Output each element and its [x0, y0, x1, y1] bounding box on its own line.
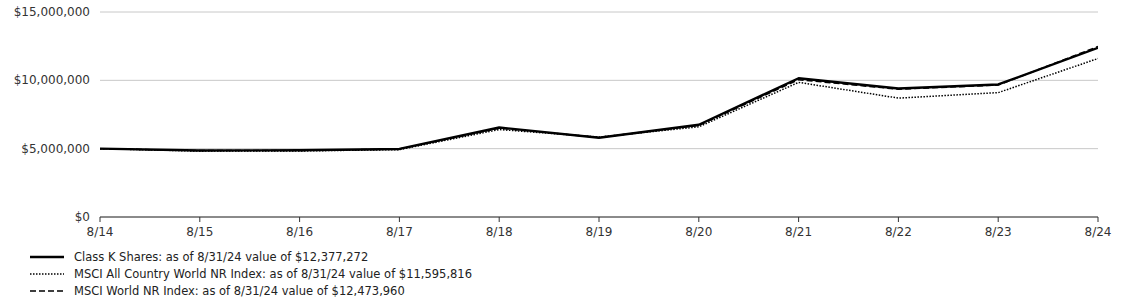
legend-label: MSCI World NR Index: as of 8/31/24 value… — [74, 284, 405, 298]
legend-swatch — [30, 256, 64, 258]
y-tick-label: $10,000,000 — [14, 73, 90, 87]
x-tick-label: 8/19 — [586, 225, 613, 239]
legend-swatch — [30, 290, 64, 292]
y-tick-label: $0 — [75, 210, 90, 224]
grid-line — [100, 80, 1098, 81]
x-tick-label: 8/21 — [785, 225, 812, 239]
x-tick-label: 8/24 — [1085, 225, 1112, 239]
x-tick-label: 8/16 — [286, 225, 313, 239]
series-line — [100, 47, 1098, 151]
x-tick — [698, 217, 699, 222]
chart-container: $0$5,000,000$10,000,000$15,000,0008/148/… — [0, 0, 1123, 304]
chart: $0$5,000,000$10,000,000$15,000,0008/148/… — [0, 0, 1123, 304]
x-tick — [599, 217, 600, 222]
x-tick — [1098, 217, 1099, 222]
x-tick — [199, 217, 200, 222]
x-tick — [100, 217, 101, 222]
x-tick-label: 8/23 — [985, 225, 1012, 239]
x-axis: 8/14 8/15 8/16 8/17 8/18 8/19 8/20 8/21 8/22 8/23… — [87, 217, 1112, 239]
x-tick-label: 8/14 — [87, 225, 114, 239]
x-tick — [898, 217, 899, 222]
x-tick-label: 8/18 — [486, 225, 513, 239]
x-tick-label: 8/15 — [186, 225, 213, 239]
x-tick — [399, 217, 400, 222]
legend-label: Class K Shares: as of 8/31/24 value of $… — [74, 250, 368, 264]
legend-swatch — [30, 273, 64, 275]
series-line — [100, 48, 1098, 151]
x-tick — [998, 217, 999, 222]
grid-line — [100, 148, 1098, 149]
legend-label: MSCI All Country World NR Index: as of 8… — [74, 267, 472, 281]
x-tick — [499, 217, 500, 222]
x-tick-label: 8/17 — [386, 225, 413, 239]
y-tick-label: $5,000,000 — [21, 142, 90, 156]
y-axis: $0 $5,000,000 $10,000,000 $15,000,000 — [14, 5, 90, 224]
y-tick-label: $15,000,000 — [14, 5, 90, 19]
lines — [100, 47, 1098, 152]
x-tick — [299, 217, 300, 222]
x-tick — [798, 217, 799, 222]
grid — [100, 12, 1098, 217]
grid-line — [100, 12, 1098, 13]
legend: Class K Shares: as of 8/31/24 value of $… — [30, 250, 472, 298]
x-tick-label: 8/22 — [885, 225, 912, 239]
x-tick-label: 8/20 — [685, 225, 712, 239]
